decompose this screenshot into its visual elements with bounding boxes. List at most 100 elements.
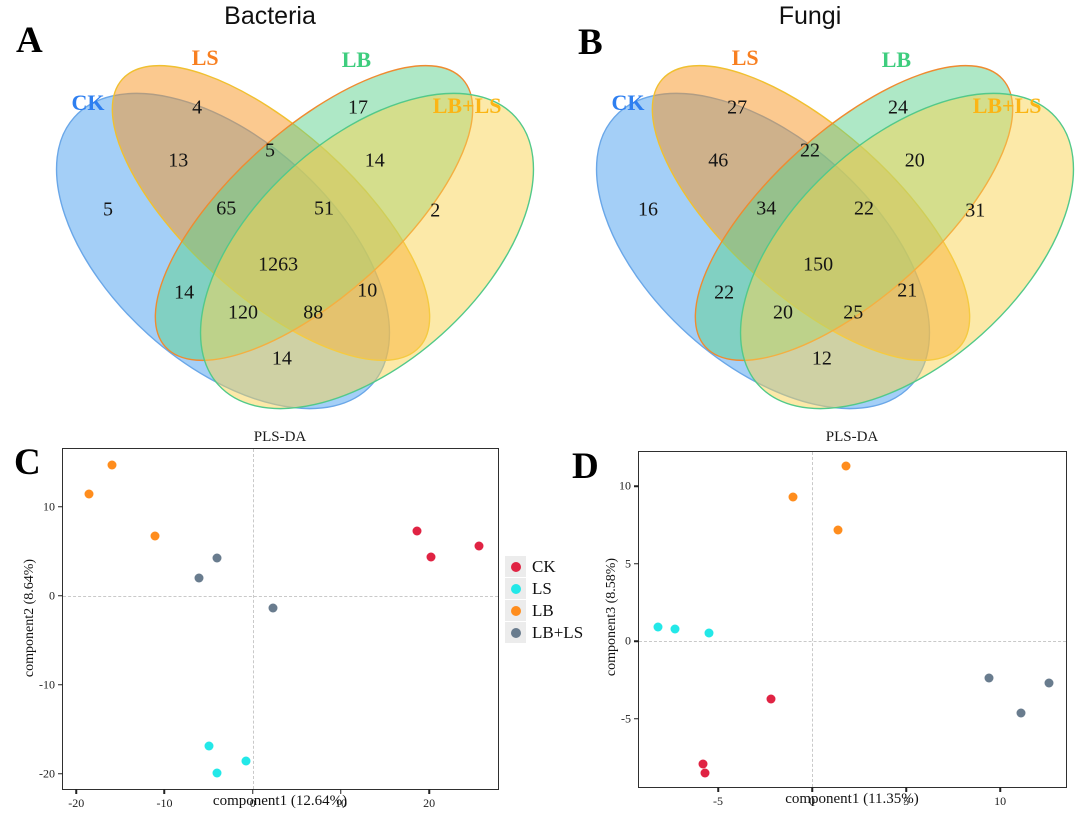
venn-ellipse-lb-ls xyxy=(739,92,1075,410)
venn-count-ck-ls-lb: 34 xyxy=(756,197,777,220)
set-label-ls: LS xyxy=(731,45,759,71)
data-point-ck xyxy=(412,526,422,536)
x-tick-mark xyxy=(340,789,342,794)
venn-count-lbls-only: 2 xyxy=(430,199,441,222)
venn-count-ck-only: 16 xyxy=(638,198,658,221)
set-label-lb: LB xyxy=(881,47,912,73)
x-tick-label: -10 xyxy=(156,796,173,810)
venn-title: Bacteria xyxy=(224,2,316,30)
x-tick-label: -20 xyxy=(68,796,85,810)
x-tick-label: 0 xyxy=(249,796,256,810)
data-point-ls xyxy=(204,741,214,751)
venn-count-lb-lbls: 20 xyxy=(904,149,925,172)
y-tick-label: 10 xyxy=(619,478,631,493)
venn-count-ls-lb: 22 xyxy=(800,139,820,162)
scatter-plot-d: -5 0 5 10 -5 0 5 10 xyxy=(619,451,1067,808)
plot-title: PLS-DA xyxy=(825,429,879,445)
x-tick-mark xyxy=(905,787,907,792)
panel-letter: A xyxy=(16,20,43,61)
legend-item-ck: CK xyxy=(505,556,583,577)
legend-key xyxy=(505,622,526,643)
venn-diagram-fungi xyxy=(595,64,1075,410)
venn-count-lb-only: 17 xyxy=(348,96,369,119)
data-point-lb xyxy=(150,531,160,541)
legend-key xyxy=(505,556,526,577)
data-point-lb xyxy=(84,489,94,499)
venn-count-ls-lbls: 10 xyxy=(357,279,378,302)
data-point-ck xyxy=(426,552,436,562)
plot-title: PLS-DA xyxy=(253,429,307,445)
x-tick-mark xyxy=(428,789,430,794)
x-tick-mark xyxy=(163,789,166,794)
y-tick-mark xyxy=(634,562,639,565)
venn-ellipse-lb-ls xyxy=(199,92,535,410)
venn-title: Fungi xyxy=(778,2,842,30)
legend-dot-lb-ls xyxy=(510,627,521,638)
panel-venn-bacteria: A Bacteria CK LS LB LB+LS 5 4 17 2 13 5 … xyxy=(0,0,540,430)
venn-count-ls-only: 27 xyxy=(727,96,748,119)
legend-label: CK xyxy=(532,556,556,576)
data-point-lb-ls xyxy=(212,553,222,563)
y-tick-label: -5 xyxy=(621,711,631,726)
data-point-ls xyxy=(670,624,680,634)
data-point-lb-ls xyxy=(194,573,204,583)
legend-dot-ck xyxy=(510,561,521,572)
x-tick-mark xyxy=(811,787,813,792)
venn-count-ck-lb-lbls: 120 xyxy=(228,301,258,324)
legend-dot-lb xyxy=(510,605,521,616)
y-tick-label: -20 xyxy=(39,766,55,781)
venn-count-ls-lb: 5 xyxy=(265,139,275,162)
y-tick-mark xyxy=(634,485,639,487)
zero-line-vertical xyxy=(252,449,254,789)
panel-letter: B xyxy=(578,22,603,63)
y-tick-label: 5 xyxy=(625,556,631,571)
venn-diagram-bacteria xyxy=(55,64,535,410)
panel-letter: D xyxy=(572,446,599,487)
y-tick-label: 0 xyxy=(625,633,631,648)
x-tick-label: 10 xyxy=(334,796,347,810)
y-axis-label: component3 (8.58%) xyxy=(604,557,619,677)
data-point-ck xyxy=(766,694,776,704)
x-tick-mark xyxy=(251,789,254,794)
data-point-ls xyxy=(653,622,663,632)
data-point-lb-ls xyxy=(1016,708,1026,718)
venn-count-all-four: 150 xyxy=(803,253,834,276)
data-point-lb xyxy=(833,525,843,535)
y-tick-label: 0 xyxy=(49,588,55,603)
venn-count-ls-only: 4 xyxy=(192,96,203,119)
legend-item-ls: LS xyxy=(505,578,583,599)
data-point-lb xyxy=(107,460,117,470)
data-point-lb xyxy=(841,461,851,471)
data-point-ck xyxy=(474,541,484,551)
set-label-ck: CK xyxy=(611,90,645,116)
set-label-lb-ls: LB+LS xyxy=(972,92,1042,118)
set-label-ck: CK xyxy=(71,90,105,116)
y-tick-mark xyxy=(58,684,63,686)
venn-count-ck-ls-lbls: 88 xyxy=(303,301,324,324)
zero-line-horizontal xyxy=(639,641,1066,643)
set-label-lb-ls: LB+LS xyxy=(432,92,502,118)
venn-count-all-four: 1263 xyxy=(258,253,299,276)
y-tick-label: 10 xyxy=(43,499,55,514)
venn-count-ck-ls-lb: 65 xyxy=(216,197,237,220)
x-tick-label: 10 xyxy=(994,794,1007,808)
x-tick-mark xyxy=(717,787,719,792)
venn-count-ck-lb: 22 xyxy=(714,281,735,304)
venn-count-ck-ls: 13 xyxy=(168,149,189,172)
x-tick-mark xyxy=(75,789,77,794)
x-tick-label: -5 xyxy=(713,794,723,808)
venn-count-lbls-only: 31 xyxy=(965,199,986,222)
set-label-ls: LS xyxy=(191,45,219,71)
venn-count-ls-lb-lbls: 22 xyxy=(854,197,874,220)
data-point-ck xyxy=(700,768,710,778)
x-axis-label: component1 (12.64%) xyxy=(212,793,348,809)
venn-count-ck-ls-lbls: 25 xyxy=(843,301,864,324)
legend-item-lb-ls: LB+LS xyxy=(505,622,583,643)
x-tick-label: 5 xyxy=(903,794,910,808)
venn-count-ck-ls: 46 xyxy=(708,149,729,172)
x-tick-mark xyxy=(999,787,1001,792)
legend-label: LB+LS xyxy=(532,622,584,642)
legend: CK LS LB LB+LS xyxy=(505,556,583,643)
data-point-lb-ls xyxy=(1044,678,1054,688)
venn-count-ck-lb-lbls: 20 xyxy=(773,301,793,324)
